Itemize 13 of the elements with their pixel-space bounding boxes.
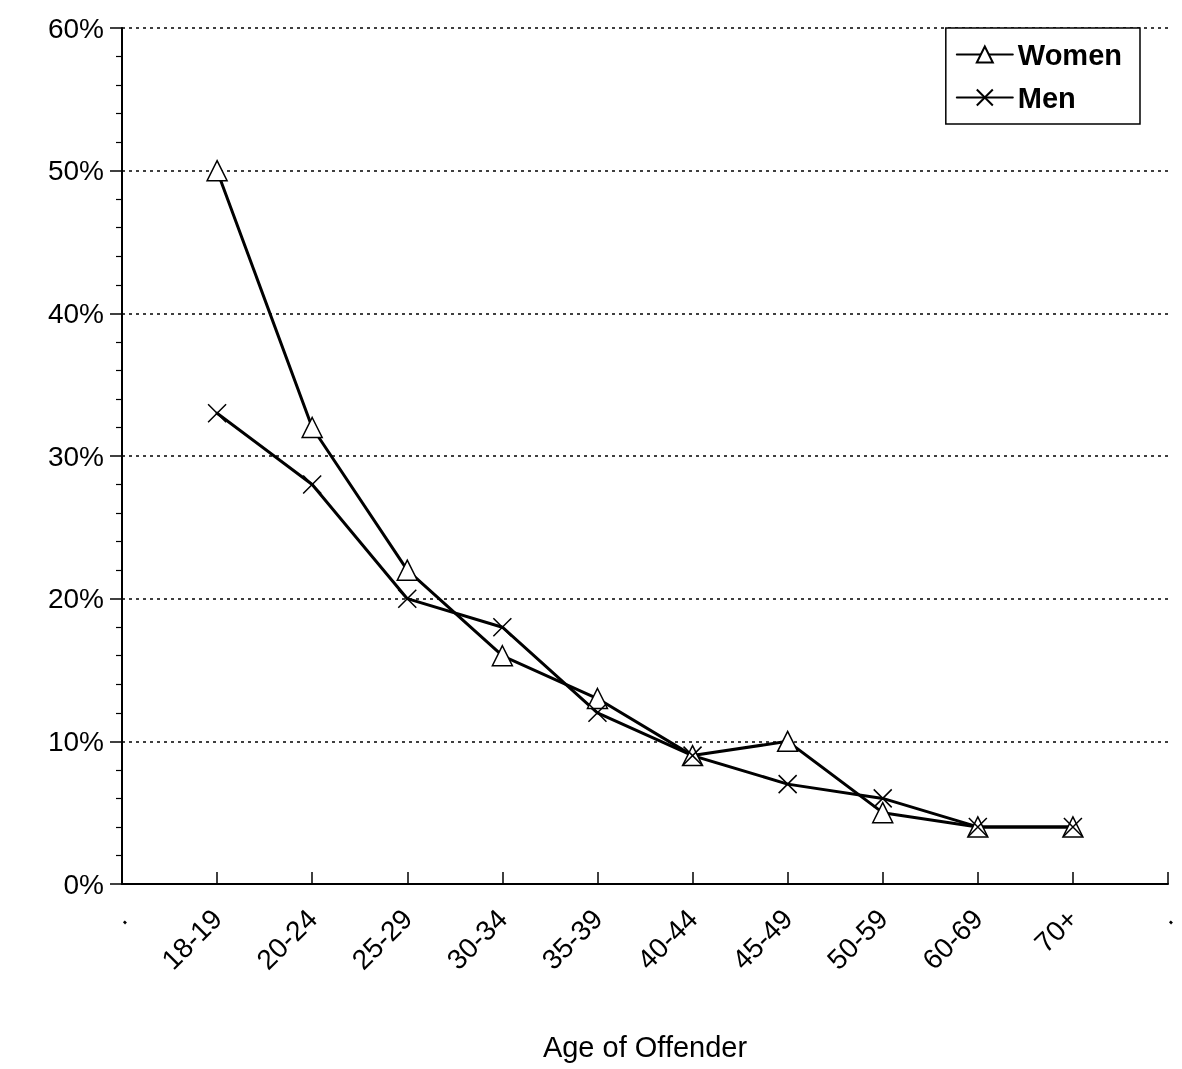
y-tick-label: 40% [47, 297, 104, 329]
legend-label: Women [1017, 38, 1123, 71]
legend-label: Men [1017, 81, 1076, 114]
y-tick-label: 10% [47, 725, 104, 757]
y-tick-label: 50% [47, 155, 104, 187]
x-tick-label: . [105, 903, 133, 931]
y-tick-label: 30% [47, 440, 104, 472]
y-tick-label: 20% [47, 583, 104, 615]
y-tick-label: 0% [63, 868, 104, 900]
y-tick-label: 60% [47, 12, 104, 44]
x-tick-label: 70+ [1028, 903, 1084, 959]
x-axis-title: Age of Offender [542, 1030, 748, 1063]
x-tick-label: . [1151, 903, 1179, 931]
